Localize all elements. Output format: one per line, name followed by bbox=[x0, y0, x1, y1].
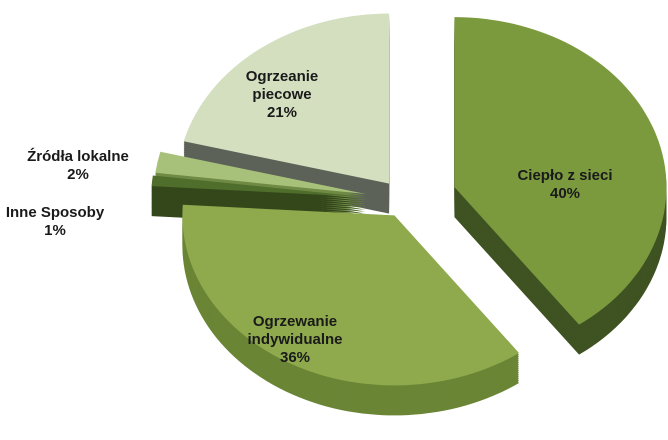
category-name: Ogrzewanie indywidualne bbox=[247, 313, 343, 348]
category-name: Inne Sposoby bbox=[5, 204, 105, 221]
slice-label: Ogrzewanie indywidualne 36% bbox=[240, 313, 350, 367]
slice-label: Ogrzeanie piecowe 21% bbox=[237, 68, 327, 122]
value-label: 1% bbox=[44, 222, 66, 239]
category-name: Źródła lokalne bbox=[27, 148, 129, 165]
slice bbox=[155, 151, 366, 195]
slice bbox=[151, 175, 364, 197]
category-name: Ciepło z sieci bbox=[517, 167, 613, 184]
category-name: Ogrzeanie piecowe bbox=[245, 68, 319, 103]
slice bbox=[182, 204, 520, 386]
value-label: 21% bbox=[266, 104, 298, 121]
value-label: 40% bbox=[549, 185, 581, 202]
value-label: 2% bbox=[67, 166, 89, 183]
slice bbox=[183, 13, 390, 184]
value-label: 36% bbox=[279, 349, 311, 366]
slice-label: Źródła lokalne 2% bbox=[8, 148, 148, 184]
slice-label: Ciepło z sieci 40% bbox=[500, 167, 630, 203]
slice bbox=[454, 17, 667, 325]
slice-label: Inne Sposoby 1% bbox=[0, 204, 115, 240]
